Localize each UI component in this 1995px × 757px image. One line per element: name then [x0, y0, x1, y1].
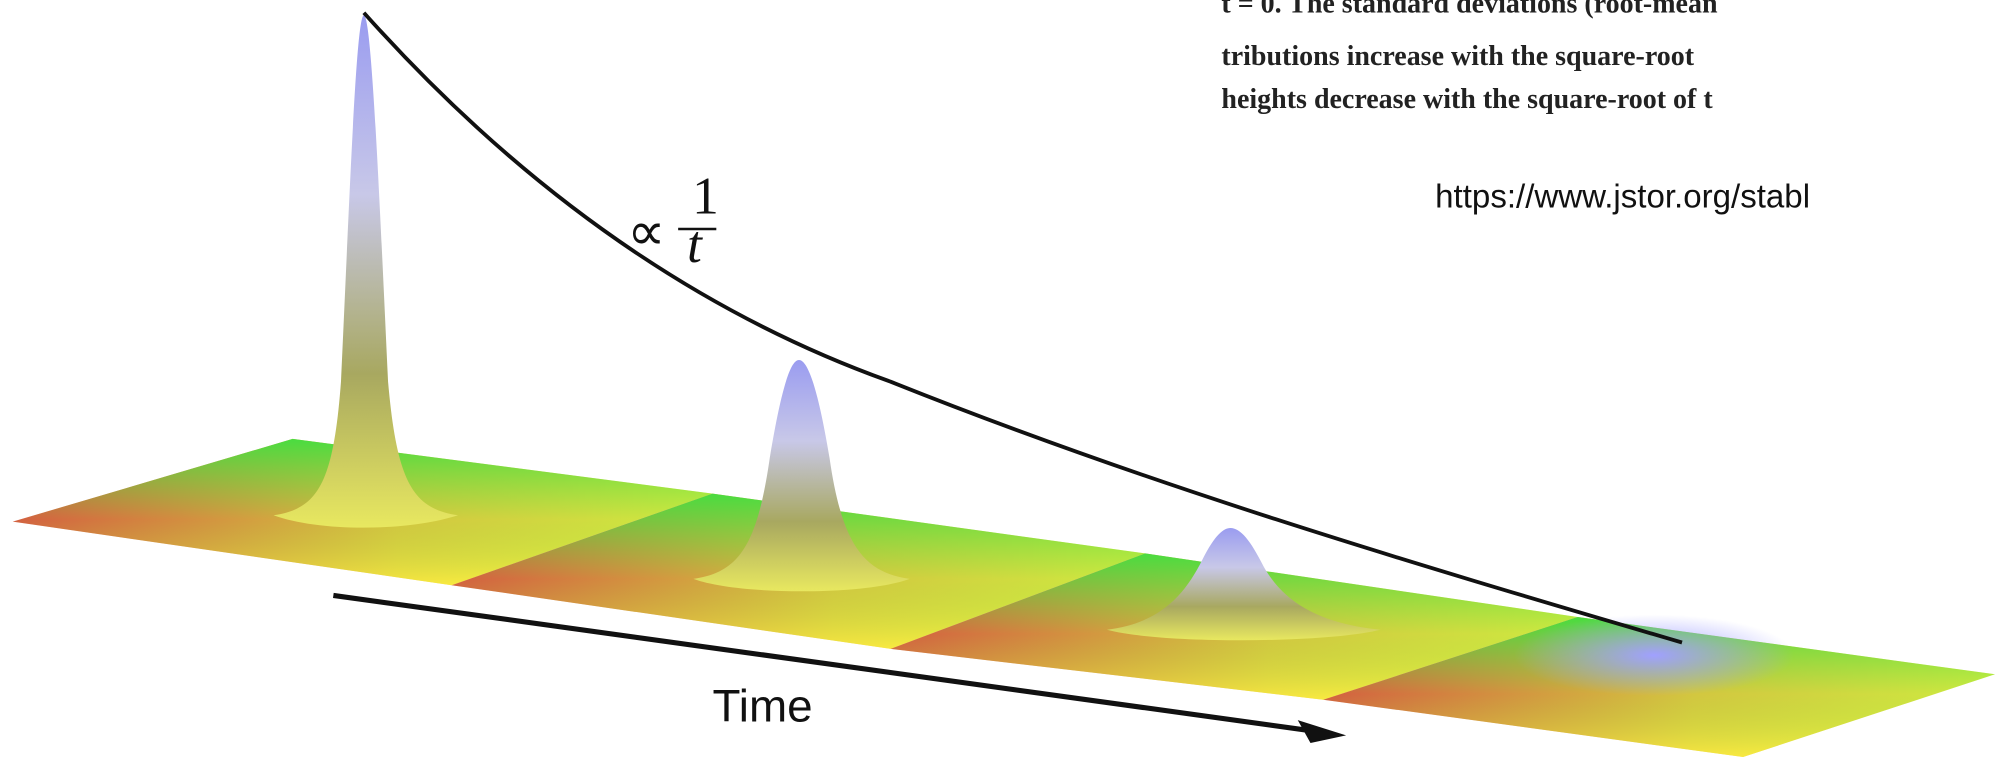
time-label: Time	[713, 680, 813, 731]
numerator: 1	[692, 166, 719, 226]
source-url: https://www.jstor.org/stabl	[1435, 178, 1810, 215]
proportional-symbol: ∝	[627, 201, 665, 261]
denominator: t	[687, 214, 703, 274]
shape	[1514, 614, 1794, 696]
shape	[273, 15, 459, 528]
decay-curve	[362, 11, 1683, 645]
planes	[12, 438, 1995, 757]
shape	[693, 360, 910, 592]
caption-line: heights decrease with the square-root of…	[1221, 84, 1713, 115]
arrow-head	[1297, 720, 1347, 744]
shape	[1106, 527, 1381, 641]
caption-line: tributions increase with the square-root	[1221, 41, 1694, 72]
time-arrow	[332, 592, 1318, 735]
caption-line: t = 0. The standard deviations (root-mea…	[1221, 0, 1718, 20]
peaks	[273, 15, 1794, 696]
